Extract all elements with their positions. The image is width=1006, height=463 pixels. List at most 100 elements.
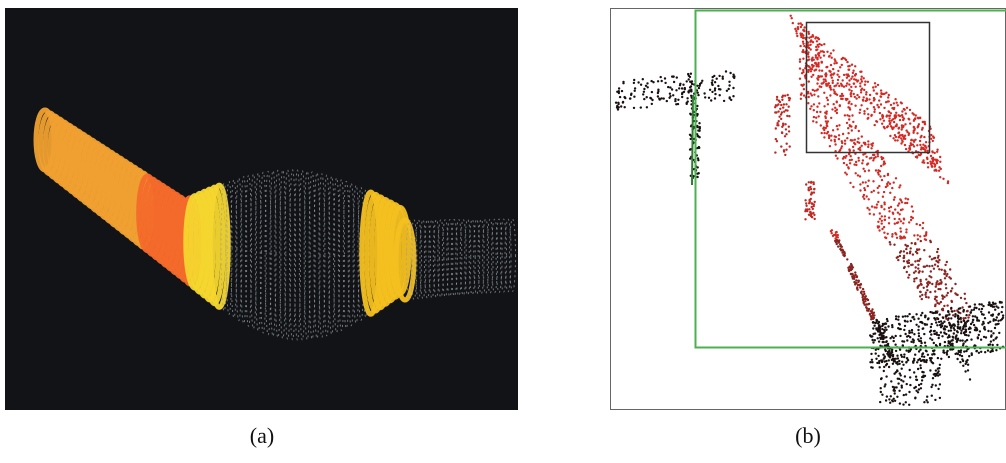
point [978, 303, 980, 305]
point [923, 121, 925, 123]
point [714, 97, 716, 99]
point [838, 241, 840, 243]
point [897, 357, 899, 359]
point [788, 115, 790, 117]
point [683, 91, 685, 93]
point [919, 349, 921, 351]
point [897, 316, 899, 318]
point [998, 313, 1000, 315]
point [823, 129, 825, 131]
point [939, 383, 941, 385]
point [995, 319, 997, 321]
figure: (a) (b) [0, 0, 1006, 458]
point [818, 69, 820, 71]
point [623, 96, 625, 98]
point [962, 342, 964, 344]
point [893, 359, 895, 361]
point [674, 100, 676, 102]
point [988, 311, 990, 313]
point [914, 118, 916, 120]
point [987, 349, 989, 351]
point [905, 231, 907, 233]
point [974, 329, 976, 331]
point [781, 126, 783, 128]
point [862, 99, 864, 101]
point [925, 278, 927, 280]
point [681, 96, 683, 98]
point [850, 269, 852, 271]
point [896, 222, 898, 224]
point [892, 137, 894, 139]
point [888, 100, 890, 102]
point [893, 337, 895, 339]
point [809, 108, 811, 110]
point [873, 190, 875, 192]
point [882, 196, 884, 198]
point [883, 107, 885, 109]
point [906, 320, 908, 322]
point [879, 212, 881, 214]
point [929, 311, 931, 313]
point [895, 350, 897, 352]
point [872, 180, 874, 182]
point [954, 325, 956, 327]
point [855, 161, 857, 163]
point [963, 350, 965, 352]
point [947, 311, 949, 313]
point [826, 125, 828, 127]
point [895, 371, 897, 373]
point [925, 292, 927, 294]
point [810, 213, 812, 215]
point [948, 276, 950, 278]
point [863, 198, 865, 200]
point [629, 97, 631, 99]
point [883, 232, 885, 234]
point [964, 331, 966, 333]
point [669, 93, 671, 95]
point [888, 117, 890, 119]
point [894, 223, 896, 225]
point [886, 395, 888, 397]
point [885, 399, 887, 401]
point [894, 400, 896, 402]
point [883, 370, 885, 372]
point [956, 358, 958, 360]
point [827, 103, 829, 105]
point [910, 219, 912, 221]
point [922, 328, 924, 330]
point [919, 321, 921, 323]
point [904, 375, 906, 377]
point [947, 182, 949, 184]
point [866, 108, 868, 110]
point [669, 95, 671, 97]
point [837, 70, 839, 72]
point [861, 80, 863, 82]
point [914, 354, 916, 356]
point [871, 339, 873, 341]
point [857, 79, 859, 81]
point [817, 95, 819, 97]
point [990, 330, 992, 332]
point [703, 92, 705, 94]
point [880, 359, 882, 361]
point [671, 88, 673, 90]
point [921, 312, 923, 314]
point [923, 356, 925, 358]
point [996, 336, 998, 338]
point [932, 135, 934, 137]
point [917, 338, 919, 340]
point [780, 113, 782, 115]
point [805, 202, 807, 204]
point [864, 296, 866, 298]
point [975, 350, 977, 352]
point [967, 369, 969, 371]
point [873, 98, 875, 100]
point [842, 157, 844, 159]
point [912, 217, 914, 219]
point [875, 319, 877, 321]
point [810, 198, 812, 200]
point [814, 201, 816, 203]
point [895, 318, 897, 320]
point [852, 186, 854, 188]
point [830, 88, 832, 90]
